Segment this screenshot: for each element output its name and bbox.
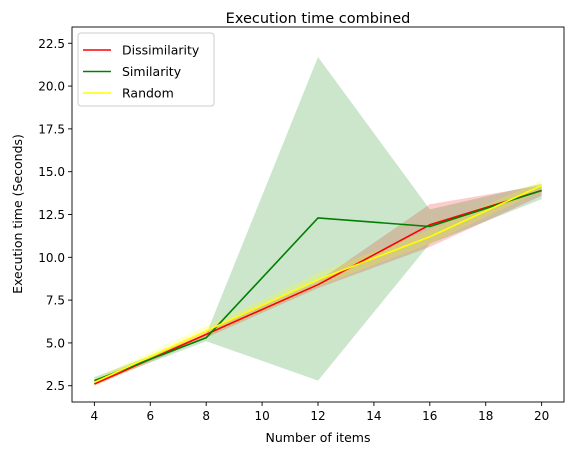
dissimilarity-line — [94, 189, 542, 385]
x-tick-label: 10 — [254, 409, 269, 423]
x-tick-label: 4 — [91, 409, 99, 423]
y-tick-label: 20.0 — [38, 80, 65, 94]
legend-label-random: Random — [122, 86, 174, 101]
y-axis-ticks: 2.5 5.0 7.5 10.0 12.5 15.0 17.5 20.0 22.5 — [38, 37, 72, 393]
x-tick-label: 8 — [202, 409, 210, 423]
x-tick-label: 18 — [478, 409, 493, 423]
legend-box — [77, 32, 215, 107]
x-axis-label: Number of items — [266, 430, 371, 445]
similarity-band — [94, 56, 542, 385]
x-tick-label: 20 — [534, 409, 549, 423]
legend: Dissimilarity Similarity Random — [77, 32, 215, 107]
similarity-line — [94, 189, 542, 382]
y-tick-label: 5.0 — [46, 336, 65, 350]
random-line — [94, 184, 542, 384]
y-tick-label: 7.5 — [46, 294, 65, 308]
series-lines — [94, 184, 542, 385]
y-tick-label: 10.0 — [38, 251, 65, 265]
y-axis-label: Execution time (Seconds) — [10, 134, 25, 294]
y-tick-label: 12.5 — [38, 208, 65, 222]
legend-label-dissimilarity: Dissimilarity — [122, 43, 200, 58]
x-tick-label: 14 — [366, 409, 381, 423]
y-tick-label: 22.5 — [38, 37, 65, 51]
y-tick-label: 2.5 — [46, 379, 65, 393]
chart-title: Execution time combined — [226, 11, 411, 27]
x-tick-label: 6 — [146, 409, 154, 423]
legend-label-similarity: Similarity — [122, 64, 182, 79]
y-tick-label: 15.0 — [38, 165, 65, 179]
x-axis-ticks: 4 6 8 10 12 14 16 18 20 — [91, 402, 549, 423]
x-tick-label: 12 — [310, 409, 325, 423]
x-tick-label: 16 — [422, 409, 437, 423]
y-tick-label: 17.5 — [38, 122, 65, 136]
